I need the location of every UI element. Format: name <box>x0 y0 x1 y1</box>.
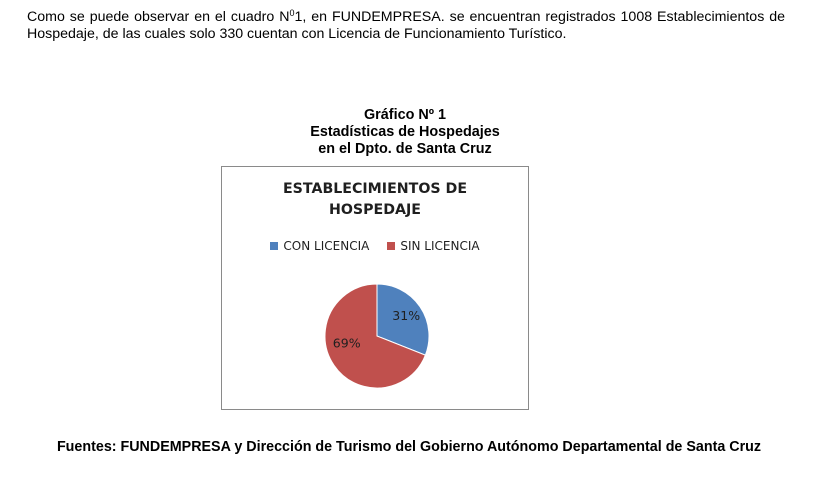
graph-heading-subtitle: en el Dpto. de Santa Cruz <box>318 141 492 157</box>
chart-title: ESTABLECIMIENTOS DE HOSPEDAJE <box>282 181 468 218</box>
legend-item-sin-licencia: SIN LICENCIA <box>387 239 480 253</box>
chart-legend: CON LICENCIA SIN LICENCIA <box>222 239 528 253</box>
pie-chart: ESTABLECIMIENTOS DE HOSPEDAJE CON LICENCI… <box>221 166 529 410</box>
legend-swatch-con-licencia <box>270 242 279 250</box>
pie-data-label-con-licencia: 31% <box>392 308 420 323</box>
graph-heading-number: Gráfico Nº 1 <box>363 107 447 123</box>
sources-caption: Fuentes: FUNDEMPRESA y Dirección de Turi… <box>56 439 762 455</box>
body-paragraph: Como se puede observar en el cuadro N01,… <box>27 9 785 43</box>
graph-heading: Gráfico Nº 1 Estadísticas de Hospedajes … <box>200 107 610 158</box>
legend-item-con-licencia: CON LICENCIA <box>270 239 369 253</box>
pie-slice-sin-licencia <box>324 283 426 389</box>
pie-slice-con-licencia <box>376 283 430 356</box>
graph-heading-title: Estadísticas de Hospedajes <box>310 124 500 140</box>
pie-data-label-sin-licencia: 69% <box>333 336 361 351</box>
legend-label-con-licencia: CON LICENCIA <box>283 239 370 253</box>
legend-swatch-sin-licencia <box>387 242 396 250</box>
pie-plot: 31% 69% <box>324 283 430 389</box>
paragraph-text-end: 1, en FUNDEMPRESA. se encuentran registr… <box>27 9 785 42</box>
paragraph-text-start: Como se puede observar en el cuadro N <box>27 9 290 25</box>
paragraph-superscript: 0 <box>289 8 295 18</box>
legend-label-sin-licencia: SIN LICENCIA <box>400 239 480 253</box>
